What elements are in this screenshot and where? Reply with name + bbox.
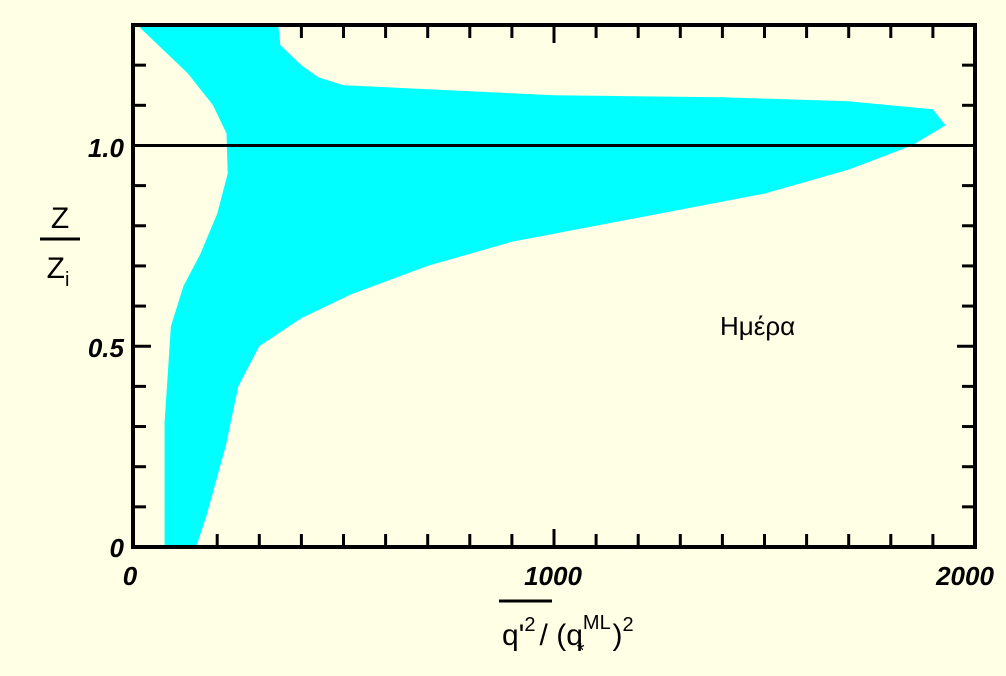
y-label-denominator: Zi (47, 252, 70, 291)
x-tick-label: 1000 (524, 561, 582, 591)
x-axis-label: q'2/ (qML *)2 (499, 599, 634, 662)
y-tick-label: 0 (110, 533, 125, 563)
y-tick-label: 0.5 (88, 333, 125, 363)
x-tick-label: 2000 (935, 561, 994, 591)
y-label-numerator: Z (51, 202, 69, 235)
annotation-label: Ημέρα (720, 311, 795, 341)
variance-band (137, 25, 946, 547)
y-tick-label: 1.0 (88, 133, 125, 163)
plot-frame (131, 23, 977, 549)
x-label-text: q'2/ (qML *)2 (502, 612, 634, 662)
x-tick-label: 0 (123, 561, 138, 591)
y-axis-label: Z Zi (40, 202, 80, 291)
